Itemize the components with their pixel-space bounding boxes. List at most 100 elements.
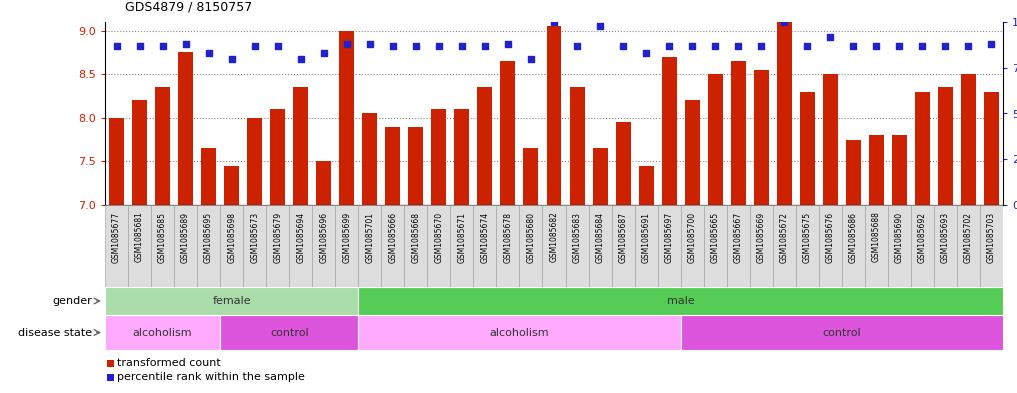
Bar — [708, 74, 723, 205]
Bar — [888, 205, 911, 287]
Point — [891, 43, 907, 49]
Text: alcoholism: alcoholism — [489, 327, 549, 338]
Bar — [405, 205, 427, 287]
Text: GSM1085695: GSM1085695 — [204, 211, 214, 263]
Bar — [957, 205, 980, 287]
Bar — [984, 92, 999, 205]
Text: GSM1085688: GSM1085688 — [872, 211, 881, 263]
Bar — [593, 148, 607, 205]
Text: GSM1085678: GSM1085678 — [503, 211, 513, 263]
Bar — [105, 315, 220, 350]
Text: GSM1085680: GSM1085680 — [527, 211, 536, 263]
Text: GSM1085671: GSM1085671 — [458, 211, 467, 263]
Text: GSM1085679: GSM1085679 — [274, 211, 282, 263]
Text: GSM1085700: GSM1085700 — [687, 211, 697, 263]
Bar — [892, 135, 907, 205]
Bar — [201, 148, 216, 205]
Text: GSM1085676: GSM1085676 — [826, 211, 835, 263]
Point — [730, 43, 746, 49]
Bar — [289, 205, 312, 287]
Text: control: control — [270, 327, 308, 338]
Text: GSM1085682: GSM1085682 — [549, 211, 558, 263]
Point — [938, 43, 954, 49]
Bar — [152, 205, 174, 287]
Bar — [823, 74, 838, 205]
Bar — [727, 205, 750, 287]
Text: alcoholism: alcoholism — [133, 327, 192, 338]
Text: GSM1085667: GSM1085667 — [733, 211, 742, 263]
Point — [592, 22, 608, 29]
Point — [615, 43, 632, 49]
Bar — [431, 109, 446, 205]
Bar — [542, 205, 565, 287]
Bar — [105, 287, 358, 315]
Point — [454, 43, 470, 49]
Bar — [496, 205, 520, 287]
Text: GSM1085683: GSM1085683 — [573, 211, 582, 263]
Point — [499, 41, 516, 47]
Point — [384, 43, 401, 49]
Point — [799, 43, 816, 49]
Text: GSM1085702: GSM1085702 — [964, 211, 973, 263]
Point — [822, 33, 838, 40]
Text: GSM1085694: GSM1085694 — [296, 211, 305, 263]
Bar — [427, 205, 451, 287]
Bar — [358, 205, 381, 287]
Bar — [316, 162, 332, 205]
Bar — [451, 205, 473, 287]
Bar — [773, 205, 795, 287]
Bar — [684, 101, 700, 205]
Text: GSM1085672: GSM1085672 — [780, 211, 789, 263]
Bar — [266, 205, 289, 287]
Bar — [639, 166, 654, 205]
Bar — [340, 31, 354, 205]
Bar — [961, 74, 976, 205]
Bar — [247, 118, 262, 205]
Bar — [704, 205, 727, 287]
Bar — [105, 205, 128, 287]
Bar — [362, 114, 377, 205]
Bar — [107, 373, 114, 380]
Point — [960, 43, 976, 49]
Bar — [524, 148, 538, 205]
Text: GSM1085674: GSM1085674 — [480, 211, 489, 263]
Text: GSM1085699: GSM1085699 — [343, 211, 351, 263]
Text: GSM1085666: GSM1085666 — [388, 211, 398, 263]
Point — [869, 43, 885, 49]
Bar — [869, 135, 884, 205]
Bar — [635, 205, 658, 287]
Bar — [473, 205, 496, 287]
Point — [246, 43, 262, 49]
Bar — [455, 109, 470, 205]
Text: disease state: disease state — [18, 327, 92, 338]
Point — [983, 41, 1000, 47]
Bar — [220, 205, 243, 287]
Point — [293, 55, 309, 62]
Text: GSM1085685: GSM1085685 — [158, 211, 167, 263]
Point — [684, 43, 701, 49]
Bar — [915, 92, 930, 205]
Point — [523, 55, 539, 62]
Point — [661, 43, 677, 49]
Text: GSM1085677: GSM1085677 — [112, 211, 121, 263]
Text: female: female — [213, 296, 251, 306]
Point — [200, 50, 217, 56]
Point — [569, 43, 585, 49]
Bar — [864, 205, 888, 287]
Point — [638, 50, 654, 56]
Text: GSM1085690: GSM1085690 — [895, 211, 904, 263]
Text: GSM1085698: GSM1085698 — [227, 211, 236, 263]
Text: GSM1085703: GSM1085703 — [986, 211, 996, 263]
Bar — [819, 205, 842, 287]
Bar — [570, 87, 585, 205]
Point — [315, 50, 332, 56]
Bar — [795, 205, 819, 287]
Bar — [155, 87, 170, 205]
Bar — [358, 287, 1003, 315]
Text: GSM1085692: GSM1085692 — [918, 211, 926, 263]
Bar — [220, 315, 358, 350]
Text: GSM1085689: GSM1085689 — [181, 211, 190, 263]
Bar — [731, 61, 745, 205]
Text: GSM1085696: GSM1085696 — [319, 211, 328, 263]
Bar — [658, 205, 680, 287]
